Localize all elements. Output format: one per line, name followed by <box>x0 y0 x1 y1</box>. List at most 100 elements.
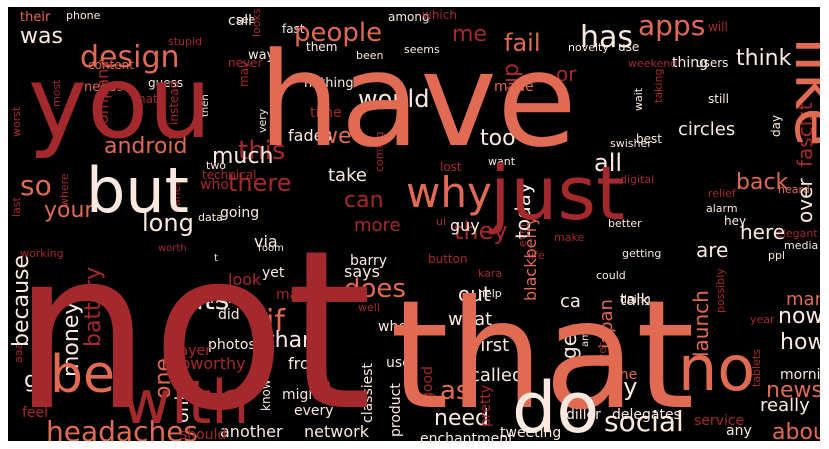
word-company: company <box>93 59 112 133</box>
word-cloud: their phone among which see seems been t… <box>8 7 820 441</box>
word-feel: feel <box>22 405 48 421</box>
word-when: when <box>378 319 416 335</box>
word-over: over <box>793 178 817 223</box>
word-product: product <box>388 383 404 437</box>
word-room: room <box>258 243 284 254</box>
word-well: well <box>358 301 380 314</box>
word-alarm: alarm <box>706 202 738 215</box>
word-service: service <box>694 413 744 429</box>
word-have: have <box>258 24 577 176</box>
word-are: are <box>696 238 728 262</box>
word-line: line <box>612 367 637 383</box>
word-all: all <box>594 149 622 177</box>
word-year: year <box>750 313 775 326</box>
word-out: out <box>458 282 491 306</box>
word-look: look <box>228 270 262 289</box>
word-their: their <box>20 10 51 25</box>
word-get: get <box>557 326 581 359</box>
word-take: take <box>328 165 367 186</box>
word-looks: looks <box>250 8 263 37</box>
word-best: best <box>636 132 662 146</box>
word-long: long <box>142 209 194 237</box>
word-last: last <box>10 196 23 217</box>
word-delegates: delegates <box>612 407 681 423</box>
word-not: not <box>12 203 372 441</box>
word-still: still <box>708 92 729 106</box>
word-really: really <box>760 395 810 416</box>
word-ppl: ppl <box>768 249 785 262</box>
word-called: called <box>470 365 523 386</box>
word-help: help <box>478 287 502 300</box>
word-japan: japan <box>596 299 617 350</box>
word-better: better <box>608 217 642 230</box>
word-enchantment: enchantment <box>420 431 514 441</box>
word-want: want <box>488 155 516 168</box>
word-getting: getting <box>622 247 661 260</box>
word-go: go <box>24 368 51 393</box>
word-from: from <box>288 354 325 373</box>
word-be: be <box>50 345 115 405</box>
word-any: any <box>726 423 752 439</box>
word-barry: barry <box>350 253 387 269</box>
word-relief: relief <box>708 187 737 200</box>
word-panel: panel <box>170 182 183 213</box>
word-other: other <box>196 291 234 307</box>
word-uses: uses <box>386 355 418 371</box>
word-coming: coming <box>373 131 386 172</box>
word-see: see <box>236 13 255 26</box>
word-tapworthy: tapworthy <box>164 354 246 373</box>
word-could: could <box>596 269 626 282</box>
word-photos: photos <box>208 337 256 353</box>
word-will: will <box>708 20 728 34</box>
word-but: but <box>86 154 189 227</box>
word-what: what <box>448 309 492 330</box>
word-am: am <box>580 331 591 347</box>
word-button: button <box>428 252 468 266</box>
word-way: way <box>248 48 275 63</box>
word-news: news <box>766 378 820 403</box>
word-might: might <box>282 387 323 403</box>
word-via: via <box>254 232 278 251</box>
word-stupid: stupid <box>168 35 202 48</box>
word-do: do <box>512 367 599 441</box>
word-taking: taking <box>652 69 665 103</box>
word-call: call <box>228 13 252 29</box>
word-never: never <box>228 56 262 70</box>
word-they: they <box>454 217 508 245</box>
word-thing: thing <box>672 55 708 71</box>
word-very: very <box>256 108 269 133</box>
word-fades: fades <box>288 126 332 145</box>
word-guess: guess <box>148 76 183 90</box>
word-like: like <box>780 37 820 147</box>
word-why: why <box>406 168 492 217</box>
word-life: life <box>528 249 545 262</box>
word-morning: morning <box>780 367 820 383</box>
word-use: use <box>618 40 639 54</box>
word-pretty: pretty <box>478 385 494 427</box>
word-may: may <box>237 61 251 87</box>
word-ui: ui <box>436 215 446 228</box>
word-guy: guy <box>450 216 480 235</box>
word-who: who <box>200 177 229 193</box>
word-seems: seems <box>404 43 440 56</box>
word-money: money <box>59 302 84 377</box>
word-first: first <box>474 335 509 356</box>
word-good: good <box>420 366 436 401</box>
word-every: every <box>294 403 334 419</box>
word-phone: phone <box>66 9 101 22</box>
word-major: major <box>276 287 317 303</box>
word-yet: yet <box>262 265 285 281</box>
word-elegant: elegant <box>776 227 818 240</box>
word-mayer: mayer <box>166 343 211 359</box>
word-people: people <box>294 18 382 48</box>
word-make: make <box>554 231 584 244</box>
word-been: been <box>356 49 384 62</box>
word-so: so <box>20 169 52 202</box>
word-swisher: swisher <box>610 137 652 150</box>
word-novelty: novelty <box>568 41 609 54</box>
word-here: here <box>740 220 785 244</box>
word-says: says <box>344 262 380 281</box>
word-if: if <box>266 304 286 339</box>
word-worst: worst <box>10 106 23 137</box>
word-with: with <box>122 368 249 438</box>
